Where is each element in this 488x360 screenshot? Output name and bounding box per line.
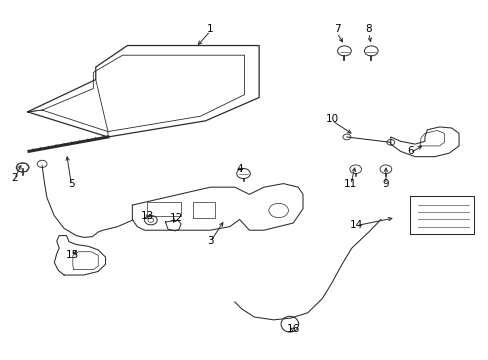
- Text: 8: 8: [365, 24, 371, 35]
- Text: 16: 16: [286, 324, 299, 334]
- Text: 7: 7: [333, 24, 340, 35]
- Text: 12: 12: [169, 213, 183, 222]
- Text: 4: 4: [236, 164, 243, 174]
- Text: 5: 5: [68, 179, 75, 189]
- Text: 13: 13: [140, 211, 153, 221]
- Text: 14: 14: [349, 220, 363, 230]
- Text: 6: 6: [406, 146, 413, 156]
- Text: 11: 11: [344, 179, 357, 189]
- Text: 2: 2: [11, 173, 18, 183]
- Text: 9: 9: [382, 179, 388, 189]
- Text: 15: 15: [66, 250, 80, 260]
- Text: 1: 1: [206, 24, 213, 35]
- Text: 10: 10: [325, 114, 338, 124]
- Text: 3: 3: [206, 236, 213, 246]
